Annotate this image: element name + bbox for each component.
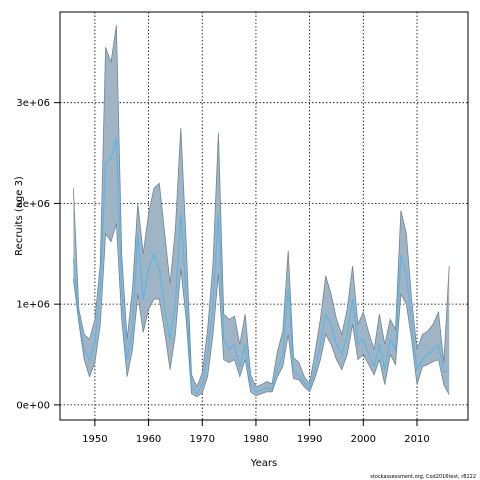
x-tick-label: 2010: [404, 434, 429, 445]
x-axis-title: Years: [250, 458, 277, 469]
confidence-band-upper-edge: [73, 25, 450, 388]
x-tick-label: 1960: [136, 434, 161, 445]
x-tick-label: 1990: [297, 434, 322, 445]
confidence-band: [73, 25, 450, 397]
x-tick-label: 1950: [82, 434, 107, 445]
y-axis: 0e+00 1e+06 2e+06 3e+06: [16, 98, 60, 411]
x-tick-label: 1970: [190, 434, 215, 445]
y-tick-label: 1e+06: [16, 300, 50, 311]
x-axis: 1950 1960 1970 1980 1990 2000 2010: [82, 420, 430, 445]
y-tick-label: 2e+06: [16, 199, 50, 210]
y-axis-title: Recruits (age 3): [14, 176, 25, 256]
footer-credit: stockassessment.org, Cod2016test, r8222: [370, 474, 476, 480]
median-line: [72, 137, 450, 395]
y-tick-label: 0e+00: [16, 400, 50, 411]
grid-lines: [60, 12, 468, 420]
x-tick-label: 1980: [243, 434, 268, 445]
y-tick-label: 3e+06: [16, 98, 50, 109]
plot-frame: [59, 11, 469, 421]
x-tick-label: 2000: [351, 434, 376, 445]
confidence-band-lower-edge: [73, 223, 450, 398]
